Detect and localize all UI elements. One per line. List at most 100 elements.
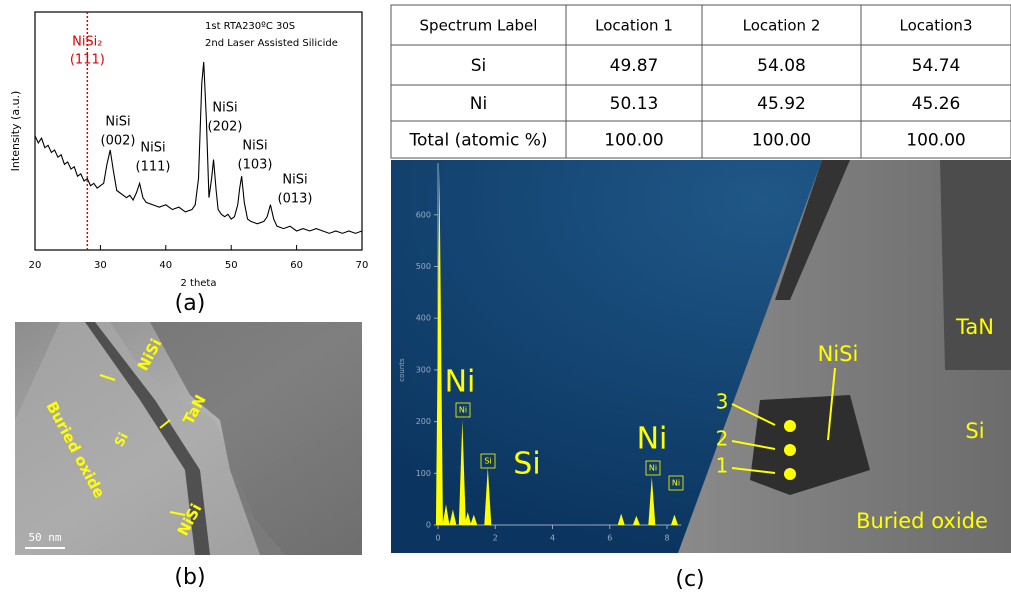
peak [648,476,656,525]
x-tick-label: 2 [493,534,498,543]
table-cell: 100.00 [752,131,811,151]
table-cell: 100.00 [604,131,663,151]
peak-label-small: Ni [672,479,680,488]
point-label: 3 [716,390,729,414]
arrow [731,440,776,450]
peak-label: NiSi [242,139,267,154]
peak-label: NiSi [212,101,237,116]
x-tick-label: 70 [356,260,369,271]
peak-label: Si [513,447,540,482]
image-label: Buried oxide [856,509,988,533]
peak-label-small: Ni [649,464,657,473]
image-region [85,322,210,555]
peak [484,467,492,525]
y-axis-label: Intensity (a.u.) [9,91,22,172]
peak-label-small: Ni [459,406,467,415]
image-region [940,160,1011,370]
arrow [169,511,186,516]
panel-label: (a) [175,291,206,316]
peak [632,515,640,525]
peak-label: NiSi [105,115,130,130]
table-cell: 100.00 [906,131,965,151]
table-cell: Spectrum Label [420,17,538,35]
y-axis-label: counts [398,358,406,382]
x-tick-label: 4 [550,534,555,543]
image-region [775,160,850,300]
panel-label: (c) [675,567,704,592]
panel-label: (b) [174,565,205,590]
table-cell: Si [471,56,487,76]
y-tick-label: 600 [416,210,431,219]
peak [670,514,678,525]
x-tick-label: 30 [94,260,107,271]
image-region [15,322,285,555]
x-axis-label: 2 theta [180,278,216,289]
legend-text: 2nd Laser Assisted Silicide [205,38,338,49]
peak-label: NiSi [140,141,165,156]
peak-label: (202) [208,120,243,135]
peak-label: (013) [278,192,313,207]
peak-label-box [668,475,684,491]
reference-label: (111) [70,53,105,68]
peak [449,509,457,525]
y-tick-label: 0 [426,521,431,530]
arrow [731,403,776,426]
image-region [150,322,362,555]
peak-label: (103) [238,158,273,173]
table-frame [390,4,1011,159]
table-cell: 45.26 [912,94,961,114]
image-label: Si [112,430,132,449]
arrow [827,367,836,441]
image-region [750,395,870,495]
arrow [731,467,776,474]
table-cell: 49.87 [610,56,659,76]
y-tick-label: 500 [416,262,431,271]
arrow [99,374,116,381]
peak [470,514,478,525]
arrow [159,419,171,429]
table-cell: 54.74 [912,56,961,76]
y-tick-label: 300 [416,365,431,374]
legend-text: 1st RTA230ºC 30S [205,21,295,32]
peak [464,512,472,525]
table-cell: Location3 [900,17,973,35]
peak-label: (002) [101,134,136,149]
peak-label-box [480,453,496,469]
table-cell: Ni [470,94,487,114]
peak [458,420,466,525]
plot-frame [34,11,363,251]
point [784,420,796,432]
point-label: 1 [716,454,729,478]
table-cell: 50.13 [610,94,659,114]
x-tick-label: 0 [435,534,440,543]
x-tick-label: 40 [159,260,172,271]
peak [617,513,625,525]
point-label: 2 [716,427,729,451]
point [784,444,796,456]
reference-label: NiSi₂ [72,35,102,50]
x-tick-label: 6 [607,534,612,543]
table-cell: 54.08 [757,56,806,76]
peak-label: NiSi [282,173,307,188]
image-label: Si [965,419,984,443]
x-tick-label: 60 [290,260,303,271]
peak-label: (111) [136,160,171,175]
peak-label: Ni [445,365,476,400]
x-tick-label: 8 [664,534,669,543]
scale-bar-label: 50 nm [28,531,61,544]
point [784,468,796,480]
table-cell: 45.92 [757,94,806,114]
peak-label: Ni [637,422,668,457]
peak-label-box [645,460,661,476]
peak-label-box [455,402,471,418]
peak [435,168,443,525]
x-tick-label: 20 [29,260,42,271]
image-label: NiSi [818,342,859,366]
peak [442,504,450,525]
spectrum-line [34,61,363,234]
table-cell: Total (atomic %) [408,131,547,151]
y-tick-label: 400 [416,314,431,323]
y-tick-label: 100 [416,469,431,478]
y-tick-label: 200 [416,417,431,426]
image-label: TaN [955,315,994,339]
